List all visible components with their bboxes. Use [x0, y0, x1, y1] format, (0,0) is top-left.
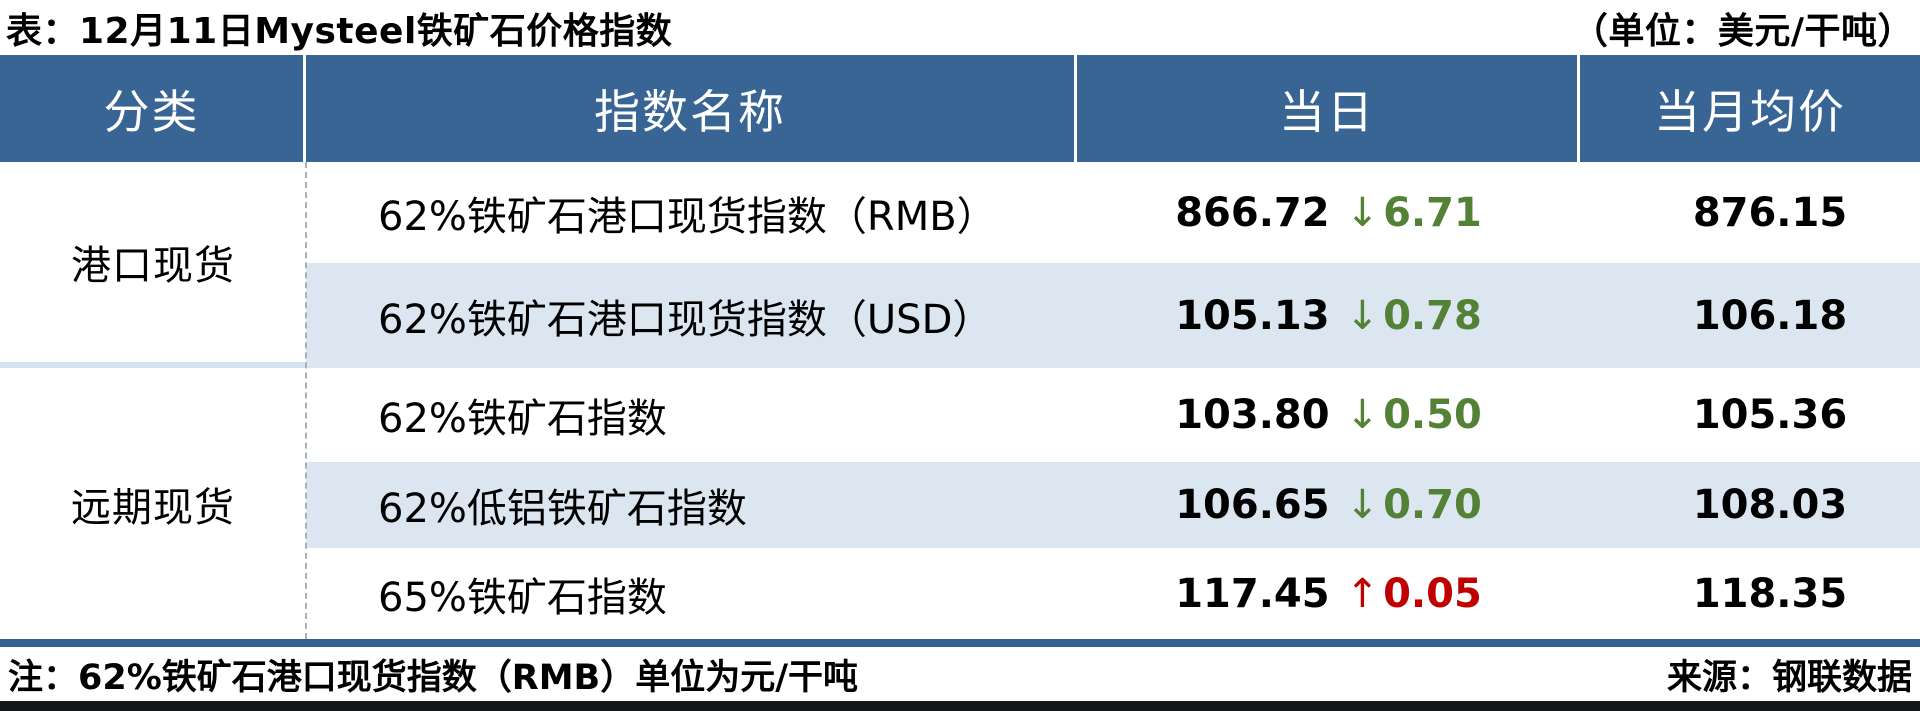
- footer-divider-bar: [0, 639, 1920, 647]
- index-name-cell: 62%铁矿石港口现货指数（RMB）: [378, 193, 997, 240]
- monthly-avg-cell: 118.35: [1692, 570, 1848, 617]
- change-value: 0.78: [1383, 292, 1482, 339]
- monthly-avg-cell: 106.18: [1580, 263, 1920, 368]
- category-cell-forward-spot: 远期现货: [0, 368, 306, 639]
- change-value: 0.70: [1383, 482, 1482, 528]
- col-header-index-name: 指数名称: [306, 55, 1077, 162]
- category-cell-port-spot: 港口现货: [0, 162, 306, 368]
- trend-arrow-icon: ↓: [1345, 392, 1380, 438]
- monthly-avg-cell: 105.36: [1692, 392, 1848, 438]
- trend-arrow-icon: ↓: [1345, 189, 1380, 236]
- source-label: 来源：钢联数据: [1666, 657, 1912, 698]
- price-index-table: 分类 指数名称 当日 当月均价 港口现货 远期现货 62%铁矿石港口现货指数（R…: [0, 55, 1920, 639]
- trend-arrow-icon: ↑: [1345, 570, 1380, 617]
- daily-value: 106.65: [1175, 482, 1330, 528]
- daily-change: ↓ 0.70: [1346, 482, 1482, 528]
- change-value: 6.71: [1383, 189, 1482, 236]
- index-name-cell: 62%铁矿石指数: [378, 396, 667, 442]
- footnote: 注：62%铁矿石港口现货指数（RMB）单位为元/干吨: [8, 657, 859, 698]
- index-name-cell: 62%铁矿石港口现货指数（USD）: [306, 263, 1077, 368]
- daily-value-cell: 117.45 ↑ 0.05: [1077, 548, 1580, 639]
- unit-label: （单位：美元/干吨）: [1571, 10, 1914, 52]
- daily-value: 117.45: [1175, 570, 1330, 617]
- daily-value: 103.80: [1175, 392, 1330, 438]
- title-row: 表：12月11日Mysteel铁矿石价格指数 （单位：美元/干吨）: [0, 0, 1920, 55]
- index-name-cell: 65%铁矿石指数: [378, 574, 667, 621]
- page-title: 表：12月11日Mysteel铁矿石价格指数: [6, 10, 673, 52]
- daily-change: ↓ 0.78: [1346, 293, 1482, 339]
- col-header-daily: 当日: [1077, 55, 1580, 162]
- daily-change: ↓ 0.50: [1346, 392, 1482, 438]
- daily-value-cell: 106.65 ↓ 0.70: [1077, 462, 1580, 548]
- col-header-monthly-avg: 当月均价: [1580, 55, 1920, 162]
- daily-change: ↓ 6.71: [1346, 190, 1482, 236]
- category-column-divider: [305, 162, 307, 639]
- change-value: 0.05: [1383, 570, 1482, 617]
- daily-value-cell: 866.72 ↓ 6.71: [1077, 162, 1580, 263]
- daily-value: 105.13: [1175, 292, 1330, 339]
- footer-row: 注：62%铁矿石港口现货指数（RMB）单位为元/干吨 来源：钢联数据: [0, 647, 1920, 701]
- trend-arrow-icon: ↓: [1345, 482, 1380, 528]
- monthly-avg-cell: 108.03: [1580, 462, 1920, 548]
- daily-value-cell: 105.13 ↓ 0.78: [1077, 263, 1580, 368]
- daily-change: ↑ 0.05: [1346, 571, 1482, 617]
- change-value: 0.50: [1383, 392, 1482, 438]
- index-name-cell: 62%低铝铁矿石指数: [306, 462, 1077, 548]
- trend-arrow-icon: ↓: [1345, 292, 1380, 339]
- bottom-border-bar: [0, 701, 1920, 711]
- daily-value-cell: 103.80 ↓ 0.50: [1077, 368, 1580, 462]
- col-header-category: 分类: [0, 55, 306, 162]
- monthly-avg-cell: 876.15: [1692, 189, 1848, 236]
- daily-value: 866.72: [1175, 189, 1330, 236]
